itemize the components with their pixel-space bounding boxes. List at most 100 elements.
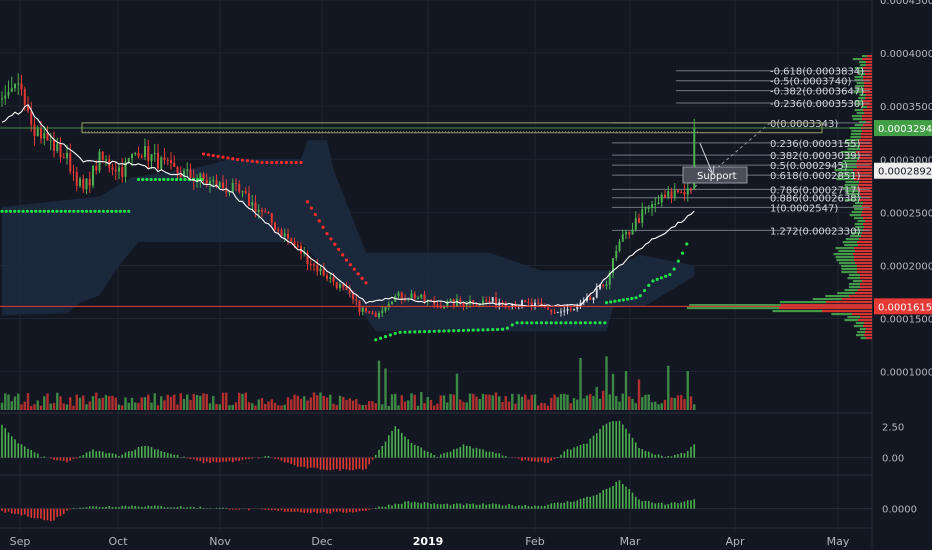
moving-average	[1, 103, 695, 307]
volume-bar	[290, 399, 293, 410]
volume-bar	[465, 402, 468, 410]
support-dot	[149, 177, 153, 182]
candles[interactable]	[1, 73, 696, 320]
vprofile-up-bar	[859, 328, 866, 331]
vprofile-down-bar	[854, 178, 872, 181]
vprofile-up-bar	[853, 91, 863, 94]
candle-body	[157, 153, 159, 169]
resist-dot	[321, 225, 325, 229]
candle-body	[641, 209, 644, 223]
vprofile-down-bar	[858, 244, 872, 247]
volume-bar	[218, 404, 221, 410]
support-dot	[520, 321, 524, 325]
volume-bar	[127, 402, 130, 410]
volume-bar	[124, 397, 127, 410]
volume-bar	[251, 403, 254, 410]
vprofile-up-bar	[848, 145, 860, 148]
time-label-6: Mar	[620, 535, 641, 548]
candle-body	[664, 194, 666, 198]
vprofile-up-bar	[779, 301, 826, 304]
candle-body	[56, 143, 59, 151]
vprofile-up-bar	[835, 256, 854, 259]
candle-body	[686, 188, 689, 195]
volume-bar	[312, 392, 316, 410]
current-price-badge: 0.0003294	[878, 124, 932, 135]
resist-dot	[255, 160, 259, 164]
candle-body	[261, 209, 263, 212]
candle-body	[615, 250, 618, 259]
volume-bar	[683, 399, 686, 410]
candle-body	[404, 299, 406, 301]
vprofile-up-bar	[835, 247, 854, 250]
candle-body	[673, 190, 676, 198]
candle-body	[176, 166, 179, 174]
vprofile-up-bar	[849, 214, 861, 217]
price-axis[interactable]: 2.50 0.00 0.0000 0.0001000 0.0001500 0.000200…	[874, 0, 932, 516]
candle-body	[319, 268, 322, 272]
time-axis[interactable]: Sep Oct Nov Dec 2019 Feb Mar Apr May	[10, 535, 850, 548]
support-dot	[145, 177, 149, 182]
resist-dot	[231, 157, 235, 161]
support-dot	[4, 209, 8, 213]
candle-body	[644, 208, 647, 210]
volume-bar	[569, 403, 572, 410]
candle-body	[563, 310, 566, 312]
volume-bar	[397, 405, 400, 410]
vprofile-down-bar	[858, 184, 872, 187]
volume-bar	[579, 358, 582, 410]
candle-body	[274, 222, 276, 230]
volume-bar	[468, 393, 472, 410]
candle-body	[270, 213, 273, 223]
vprofile-down-bar	[856, 151, 872, 154]
support-dot	[672, 267, 676, 271]
vprofile-down-bar	[862, 280, 872, 283]
time-label-3: Dec	[311, 535, 332, 548]
vprofile-up-bar	[841, 166, 857, 169]
support-dot	[106, 209, 110, 213]
candle-body	[332, 277, 335, 283]
volume-bar	[608, 394, 611, 410]
candle-body	[352, 293, 354, 300]
candle-body	[605, 284, 608, 286]
support-dot	[136, 177, 141, 182]
candle-body	[186, 169, 189, 171]
candle-body	[105, 159, 107, 161]
support-dot	[559, 321, 563, 325]
price-tick-3: 0.0002500	[880, 208, 932, 219]
candle-body	[127, 158, 130, 162]
osc2-tick-0: 0.0000	[882, 505, 917, 516]
support-dot	[408, 330, 412, 334]
candle-body	[400, 292, 403, 300]
resist-dot	[226, 156, 230, 160]
vprofile-down-bar	[863, 217, 872, 220]
support-dot	[659, 276, 664, 280]
vprofile-down-bar	[862, 232, 872, 235]
candle-body	[654, 203, 657, 205]
vprofile-up-bar	[859, 94, 866, 97]
candle-body	[608, 272, 611, 285]
candle-body	[657, 202, 660, 204]
vprofile-up-bar	[857, 220, 865, 223]
support-annotation[interactable]: Support	[682, 143, 748, 184]
volume-bar	[689, 396, 693, 410]
support-dot	[609, 300, 613, 304]
time-label-2: Nov	[209, 535, 231, 548]
candle-body	[306, 252, 309, 265]
candle-body	[228, 191, 231, 193]
vprofile-up-bar	[858, 73, 865, 76]
volume-bar	[634, 403, 637, 410]
candle-body	[667, 191, 670, 198]
support-dot	[93, 209, 97, 213]
support-box[interactable]	[682, 166, 748, 184]
candle-body	[114, 169, 117, 172]
support-dot	[153, 177, 157, 182]
volume-bar	[169, 396, 173, 410]
candle-body	[183, 170, 185, 177]
candle-body	[488, 301, 491, 303]
volume-bar	[650, 402, 654, 410]
volume-bar	[485, 394, 488, 410]
candle-body	[163, 157, 166, 161]
volume-bar	[189, 400, 192, 410]
support-dot	[89, 209, 93, 213]
